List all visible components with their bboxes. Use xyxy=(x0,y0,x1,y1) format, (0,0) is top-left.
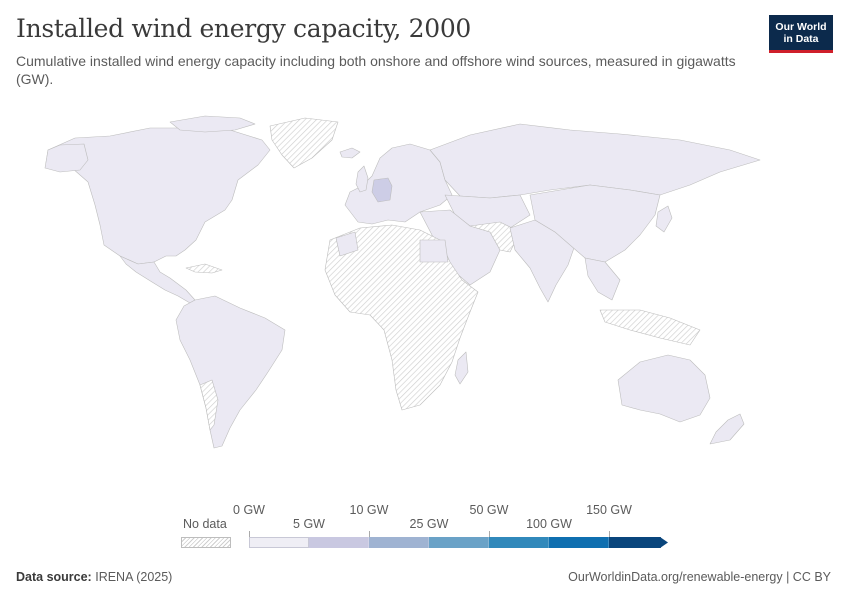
country-morocco[interactable] xyxy=(335,231,359,257)
caribbean-islands[interactable] xyxy=(185,263,223,274)
tick-0gw: 0 GW xyxy=(233,503,265,517)
data-source: Data source: IRENA (2025) xyxy=(16,570,172,584)
legend-bin-100-150[interactable] xyxy=(549,537,609,548)
country-greenland[interactable] xyxy=(269,117,339,169)
world-map[interactable] xyxy=(0,105,850,455)
region-southeast-asia[interactable] xyxy=(584,257,621,301)
country-china[interactable] xyxy=(529,184,661,263)
country-germany[interactable] xyxy=(371,177,393,203)
legend-bin-10-25[interactable] xyxy=(369,537,429,548)
legend-bin-5-10[interactable] xyxy=(309,537,369,548)
color-legend: No data 0 GW 10 GW 50 GW 150 GW 5 GW 25 … xyxy=(0,498,850,558)
chart-title: Installed wind energy capacity, 2000 xyxy=(16,14,472,43)
tick-25gw: 25 GW xyxy=(409,517,449,531)
tick-150gw: 150 GW xyxy=(586,503,632,517)
legend-bin-0-5[interactable] xyxy=(249,537,309,548)
country-egypt[interactable] xyxy=(419,239,449,263)
no-data-label: No data xyxy=(183,517,227,531)
tick-line xyxy=(489,531,490,537)
tick-5gw: 5 GW xyxy=(293,517,325,531)
logo-line-1: Our World xyxy=(775,21,827,33)
footer-url-license[interactable]: OurWorldinData.org/renewable-energy | CC… xyxy=(568,570,831,584)
tick-line xyxy=(249,531,250,537)
tick-line xyxy=(609,531,610,537)
country-australia[interactable] xyxy=(617,354,711,423)
no-data-swatch[interactable] xyxy=(181,537,231,548)
legend-bin-50-100[interactable] xyxy=(489,537,549,548)
country-uk[interactable] xyxy=(355,165,369,193)
south-america-nodata[interactable] xyxy=(199,379,219,431)
country-alaska[interactable] xyxy=(44,143,89,173)
tick-10gw: 10 GW xyxy=(349,503,389,517)
legend-bin-150-plus[interactable] xyxy=(609,537,661,548)
middle-east-nodata[interactable] xyxy=(469,221,521,253)
country-madagascar[interactable] xyxy=(454,351,469,385)
chart-subtitle: Cumulative installed wind energy capacit… xyxy=(16,53,736,87)
region-africa[interactable] xyxy=(324,224,479,411)
country-south-america[interactable] xyxy=(175,295,286,449)
canadian-arctic-islands[interactable] xyxy=(169,115,256,133)
owid-logo[interactable]: Our World in Data xyxy=(769,15,833,53)
country-mexico[interactable] xyxy=(119,255,196,304)
country-new-zealand[interactable] xyxy=(709,413,745,445)
legend-bin-25-50[interactable] xyxy=(429,537,489,548)
tick-line xyxy=(369,531,370,537)
tick-50gw: 50 GW xyxy=(469,503,509,517)
southeast-asia-nodata[interactable] xyxy=(599,309,701,346)
tick-100gw: 100 GW xyxy=(526,517,572,531)
legend-arrow-icon xyxy=(660,537,668,548)
logo-line-2: in Data xyxy=(783,33,819,45)
country-iceland[interactable] xyxy=(339,147,361,159)
country-japan[interactable] xyxy=(655,205,673,233)
data-source-label: Data source: xyxy=(16,570,92,584)
data-source-value[interactable]: IRENA (2025) xyxy=(95,570,173,584)
